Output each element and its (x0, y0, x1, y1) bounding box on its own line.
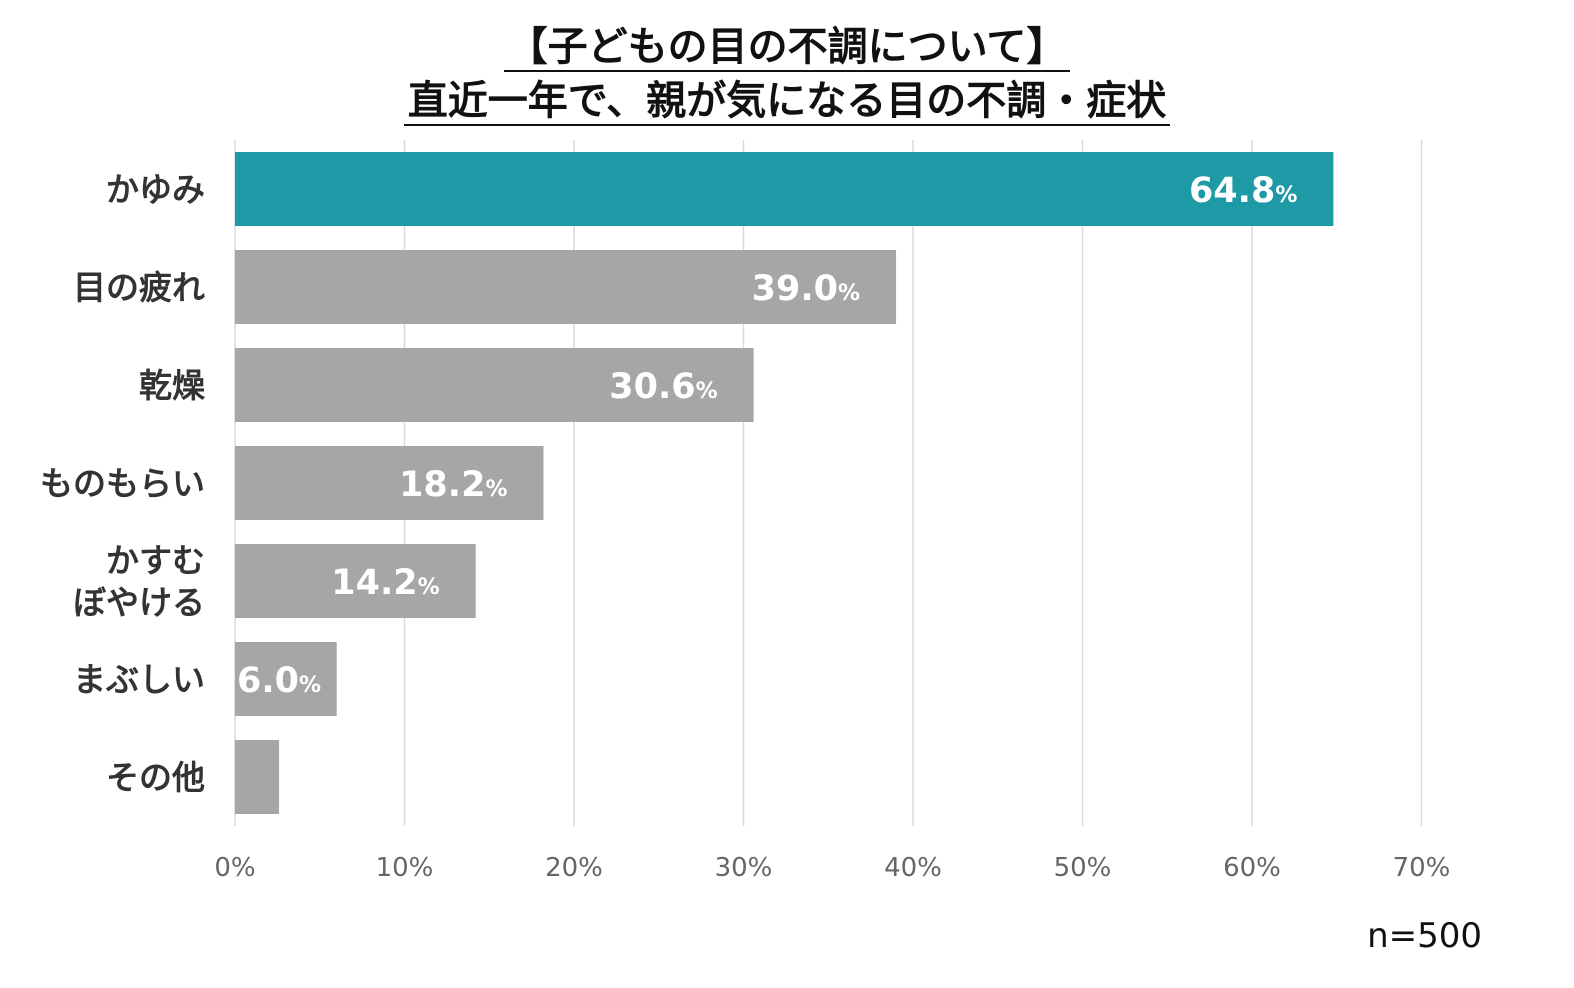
data-label: 64.8% (1189, 171, 1297, 211)
category-label: 目の疲れ (73, 268, 205, 307)
x-tick-label: 20% (545, 853, 603, 883)
chart-title-line2: 直近一年で、親が気になる目の不調・症状 (0, 68, 1574, 126)
data-label: 18.2% (399, 465, 507, 505)
data-label: 30.6% (609, 367, 717, 407)
category-label: その他 (106, 758, 205, 797)
bar (235, 446, 544, 520)
category-label: ものもらい (40, 464, 205, 503)
category-label: かゆみ (106, 170, 205, 209)
x-tick-label: 50% (1054, 853, 1112, 883)
x-tick-label: 0% (214, 853, 255, 883)
data-label: 39.0% (752, 269, 860, 309)
category-label: かすむぼやける (73, 541, 205, 622)
bar (235, 250, 897, 324)
sample-size-note: n=500 (1367, 916, 1482, 956)
x-tick-label: 70% (1393, 853, 1451, 883)
chart-title-line1-text: 【子どもの目の不調について】 (503, 24, 1071, 72)
category-label: まぶしい (73, 660, 205, 699)
bar (235, 544, 476, 618)
bar (235, 740, 280, 814)
bar (235, 152, 1334, 226)
chart-title-line2-text: 直近一年で、親が気になる目の不調・症状 (403, 78, 1171, 126)
x-tick-label: 60% (1223, 853, 1281, 883)
chart-title-line1: 【子どもの目の不調について】 (0, 14, 1574, 72)
bar (235, 642, 337, 716)
x-tick-label: 40% (884, 853, 942, 883)
data-label: 6.0% (237, 661, 321, 701)
category-label: 乾燥 (139, 366, 206, 405)
bar (235, 348, 754, 422)
data-label: 14.2% (331, 563, 439, 603)
x-tick-label: 30% (715, 853, 773, 883)
x-tick-label: 10% (376, 853, 434, 883)
